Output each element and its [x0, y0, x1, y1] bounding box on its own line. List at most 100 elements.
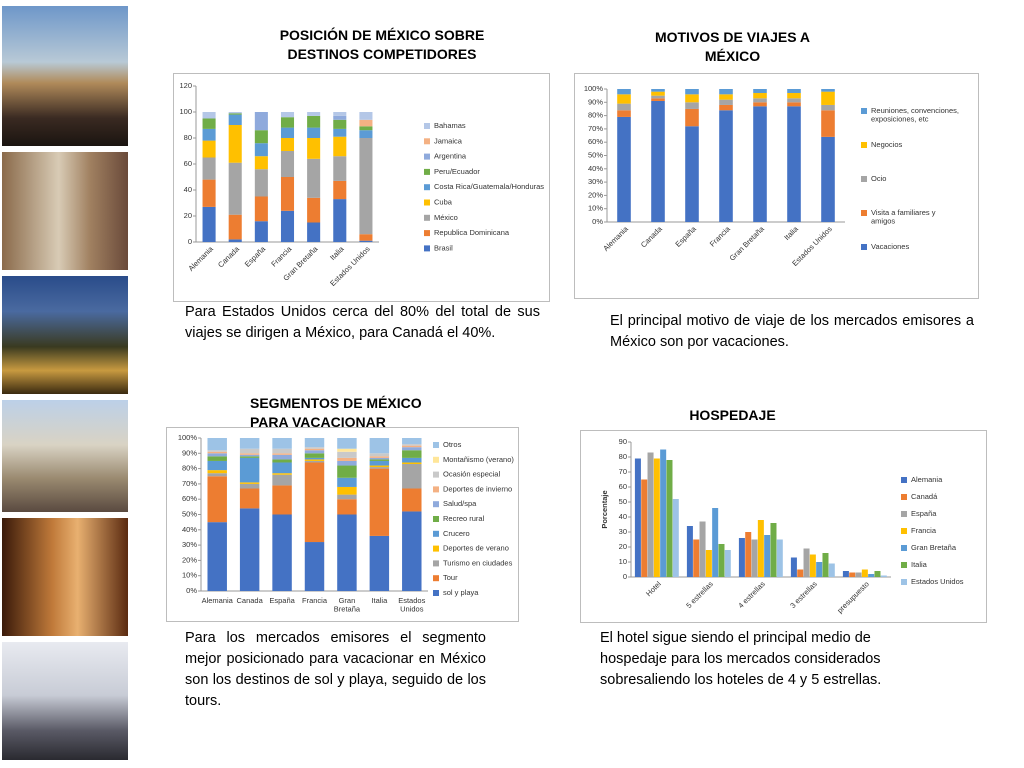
- bar-segment: [207, 451, 227, 454]
- x-tick-label: Gran Bretaña: [334, 596, 361, 614]
- legend-swatch: [433, 456, 439, 463]
- bar-segment: [228, 112, 242, 114]
- bar: [751, 539, 758, 577]
- x-tick-label: Francia: [708, 224, 733, 249]
- legend-swatch: [433, 575, 439, 582]
- legend-swatch: [901, 511, 907, 517]
- y-tick-label: 90%: [588, 97, 603, 106]
- bar-segment: [304, 462, 325, 543]
- bar-segment: [359, 119, 373, 127]
- y-tick-label: 80: [184, 133, 192, 142]
- bar-segment: [228, 114, 242, 125]
- bar-segment: [337, 465, 357, 478]
- legend-label: Francia: [911, 526, 937, 535]
- bar-segment: [333, 199, 347, 242]
- legend-swatch: [424, 168, 430, 175]
- photo: [2, 152, 128, 270]
- bar-segment: [254, 130, 268, 144]
- bar-segment: [337, 514, 357, 591]
- x-tick-label: 4 estrellas: [736, 579, 767, 610]
- y-tick-label: 0: [623, 572, 627, 581]
- bar-segment: [304, 453, 325, 458]
- bar-segment: [359, 112, 373, 120]
- bar: [724, 550, 731, 577]
- bar-segment: [337, 451, 357, 458]
- legend-swatch: [424, 245, 430, 252]
- legend-swatch: [901, 562, 907, 568]
- bar-segment: [304, 447, 325, 449]
- legend-swatch: [901, 579, 907, 585]
- y-tick-label: 40: [619, 512, 627, 521]
- bar-segment: [307, 138, 321, 159]
- bar-segment: [307, 222, 321, 242]
- photo: [2, 6, 128, 146]
- bar: [880, 575, 887, 577]
- bar-segment: [228, 125, 242, 163]
- bar-segment: [307, 112, 321, 116]
- bar-segment: [207, 456, 227, 461]
- y-tick-label: 40%: [182, 525, 197, 534]
- x-tick-label: Canada: [639, 224, 665, 250]
- bar-segment: [254, 143, 268, 157]
- bar: [822, 553, 829, 577]
- legend-label: Bahamas: [434, 121, 466, 130]
- bar-segment: [239, 488, 260, 509]
- bar-segment: [685, 126, 699, 222]
- bar-segment: [821, 89, 835, 92]
- chart: 0 20 40 60 80 100 120 Alemania Canada España Franc…: [173, 73, 550, 302]
- bar-segment: [228, 214, 242, 240]
- legend-label: Tour: [443, 573, 458, 582]
- legend-swatch: [433, 560, 439, 567]
- bar: [855, 572, 862, 577]
- bar-segment: [337, 460, 357, 466]
- bar-segment: [787, 102, 801, 107]
- bar-segment: [719, 89, 733, 95]
- bar-segment: [369, 468, 390, 536]
- bar-segment: [402, 511, 422, 591]
- bar-segment: [359, 240, 373, 242]
- y-tick-label: 120: [179, 81, 192, 90]
- bar-segment: [651, 98, 665, 101]
- bar-segment: [685, 89, 699, 95]
- bar-segment: [753, 92, 767, 99]
- bar-segment: [369, 453, 390, 457]
- x-tick-label: España: [243, 244, 268, 269]
- x-tick-label: Canada: [216, 244, 242, 270]
- bar: [705, 550, 712, 577]
- x-tick-label: Alemania: [601, 224, 630, 253]
- y-tick-label: 70: [619, 467, 627, 476]
- y-tick-label: 10: [619, 557, 627, 566]
- y-tick-label: 100: [179, 107, 192, 116]
- x-tick-label: Italia: [782, 224, 800, 242]
- bar-segment: [280, 117, 295, 128]
- bar-segment: [280, 151, 295, 177]
- bar: [745, 532, 752, 577]
- bar-segment: [304, 460, 325, 463]
- y-tick-label: 0%: [592, 217, 603, 226]
- legend-label: Argentina: [434, 152, 467, 161]
- legend-swatch: [424, 123, 430, 129]
- bar-segment: [685, 102, 699, 109]
- bar-segment: [617, 116, 631, 222]
- legend-label: Peru/Ecuador: [434, 167, 480, 176]
- bar-segment: [254, 221, 268, 242]
- bar-segment: [272, 514, 292, 591]
- legend-swatch: [433, 442, 439, 448]
- bar-segment: [228, 162, 242, 215]
- legend-swatch: [901, 494, 907, 500]
- legend-label: Estados Unidos: [911, 577, 964, 586]
- bar-segment: [369, 460, 390, 466]
- legend-label: Negocios: [871, 140, 903, 149]
- bar-segment: [272, 473, 292, 475]
- bar-segment: [228, 239, 242, 242]
- bar-segment: [337, 457, 357, 461]
- bar-segment: [651, 95, 665, 99]
- legend-label: España: [911, 509, 937, 518]
- chart-title: HOSPEDAJE: [689, 407, 776, 423]
- bar-segment: [402, 462, 422, 465]
- bar-segment: [337, 448, 357, 452]
- caption: El principal motivo de viaje de los merc…: [610, 313, 974, 350]
- bar-segment: [617, 110, 631, 117]
- bar-segment: [304, 438, 325, 448]
